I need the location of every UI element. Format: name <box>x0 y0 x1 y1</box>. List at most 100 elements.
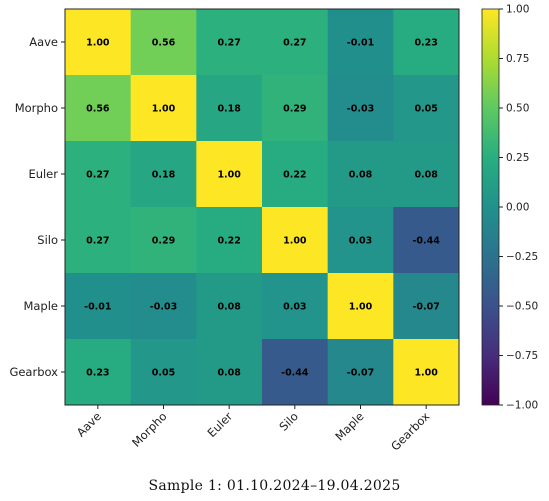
cell-value-label: -0.44 <box>281 368 309 379</box>
heatmap-cell <box>65 75 132 142</box>
cell-value-label: 1.00 <box>283 236 307 247</box>
cell-value-label: 1.00 <box>217 170 241 181</box>
column-label: Gearbox <box>388 409 432 453</box>
heatmap-cell <box>65 339 132 406</box>
heatmap-cell <box>327 273 394 340</box>
heatmap-cell <box>262 75 329 142</box>
heatmap-cell <box>196 273 263 340</box>
cell-value-label: 0.56 <box>86 104 110 115</box>
heatmap-cell <box>327 75 394 142</box>
cell-value-label: 1.00 <box>349 302 373 313</box>
cell-value-label: 0.08 <box>217 302 241 313</box>
column-label: Morpho <box>129 409 170 450</box>
column-label: Silo <box>276 409 301 434</box>
cell-value-label: 0.05 <box>152 368 175 379</box>
heatmap-cell <box>393 75 460 142</box>
heatmap-cell <box>130 339 197 406</box>
cell-value-label: -0.03 <box>347 104 374 115</box>
heatmap-cell <box>393 207 460 274</box>
colorbar-tick-label: 0.50 <box>506 103 529 115</box>
heatmap-cell <box>393 9 460 76</box>
heatmap-cell <box>196 207 263 274</box>
column-label: Aave <box>74 409 104 439</box>
cell-value-label: 1.00 <box>414 368 438 379</box>
heatmap-cell <box>196 75 263 142</box>
cell-value-label: -0.01 <box>84 302 111 313</box>
colorbar-tick-label: 1.00 <box>506 4 529 16</box>
heatmap-cell <box>130 9 197 76</box>
cell-value-label: 0.03 <box>349 236 372 247</box>
colorbar-tick-label: −0.75 <box>506 350 538 362</box>
column-label: Euler <box>204 409 235 440</box>
column-labels: Aave Morpho Euler Silo Maple Gearbox <box>74 405 432 453</box>
heatmap-cell <box>130 273 197 340</box>
cell-value-label: 0.18 <box>152 170 176 181</box>
colorbar-tick-label: 0.00 <box>506 202 529 214</box>
colorbar-ticks: 1.00 0.75 0.50 0.25 0.00 −0.25 −0.50 −0.75 −1.00 <box>499 4 538 412</box>
column-label: Maple <box>332 409 366 443</box>
heatmap-cell <box>65 273 132 340</box>
cell-value-label: 0.22 <box>283 170 306 181</box>
heatmap-chart: 1.00 0.56 0.27 0.27 -0.01 0.23 0.56 1.00 0.18 0.2… <box>9 4 538 454</box>
cell-value-label: 0.27 <box>86 170 109 181</box>
colorbar-tick-label: −1.00 <box>506 400 538 412</box>
heatmap-cell <box>65 141 132 208</box>
heatmap-cell <box>262 9 329 76</box>
heatmap-cell <box>327 141 394 208</box>
colorbar-tick-label: −0.50 <box>506 301 538 313</box>
cell-value-label: 0.08 <box>414 170 438 181</box>
cell-value-label: -0.07 <box>412 302 439 313</box>
heatmap-cell <box>393 339 460 406</box>
heatmap-cell <box>393 273 460 340</box>
row-label: Maple <box>23 299 58 313</box>
heatmap-cell <box>130 75 197 142</box>
row-label: Aave <box>29 35 58 49</box>
cell-value-label: 1.00 <box>86 38 110 49</box>
cell-value-label: 0.27 <box>217 38 240 49</box>
cell-value-label: -0.07 <box>347 368 374 379</box>
colorbar: 1.00 0.75 0.50 0.25 0.00 −0.25 −0.50 −0.75 −1.00 <box>481 4 538 412</box>
cell-value-label: 0.22 <box>217 236 240 247</box>
heatmap-cell <box>327 9 394 76</box>
cell-value-label: 0.03 <box>283 302 306 313</box>
heatmap-cell <box>262 273 329 340</box>
row-label: Gearbox <box>9 365 58 379</box>
row-label: Silo <box>37 233 58 247</box>
row-label: Morpho <box>15 101 58 115</box>
colorbar-tick-label: 0.75 <box>506 53 529 65</box>
heatmap-cell <box>262 141 329 208</box>
cell-value-label: -0.44 <box>412 236 440 247</box>
heatmap-cell <box>393 141 460 208</box>
heatmap-cell <box>65 207 132 274</box>
heatmap-cell <box>196 9 263 76</box>
cell-value-label: 0.08 <box>349 170 373 181</box>
cell-value-label: 0.05 <box>414 104 437 115</box>
cell-value-label: 0.23 <box>414 38 437 49</box>
heatmap-cell <box>196 339 263 406</box>
cell-value-label: 1.00 <box>152 104 176 115</box>
heatmap-cell <box>327 207 394 274</box>
row-label: Euler <box>28 167 58 181</box>
colorbar-gradient <box>481 8 500 406</box>
cell-value-label: 0.29 <box>283 104 306 115</box>
cell-value-label: -0.01 <box>347 38 374 49</box>
cell-value-label: 0.23 <box>86 368 109 379</box>
cell-value-label: 0.56 <box>152 38 176 49</box>
chart-caption: Sample 1: 01.10.2024–19.04.2025 <box>148 478 401 494</box>
cell-value-label: 0.27 <box>86 236 109 247</box>
cell-value-label: 0.18 <box>217 104 241 115</box>
heatmap-cells: 1.00 0.56 0.27 0.27 -0.01 0.23 0.56 1.00 0.18 0.2… <box>65 9 460 406</box>
cell-value-label: 0.27 <box>283 38 306 49</box>
cell-value-label: 0.29 <box>152 236 175 247</box>
heatmap-cell <box>65 9 132 76</box>
row-labels: Aave Morpho Euler Silo Maple Gearbox <box>9 35 65 379</box>
heatmap-cell <box>130 141 197 208</box>
heatmap-frame <box>64 8 460 406</box>
cell-value-label: 0.08 <box>217 368 241 379</box>
colorbar-tick-label: 0.25 <box>506 152 529 164</box>
heatmap-cell <box>262 339 329 406</box>
heatmap-cell <box>130 207 197 274</box>
heatmap-cell <box>196 141 263 208</box>
cell-value-label: -0.03 <box>150 302 177 313</box>
colorbar-tick-label: −0.25 <box>506 251 538 263</box>
